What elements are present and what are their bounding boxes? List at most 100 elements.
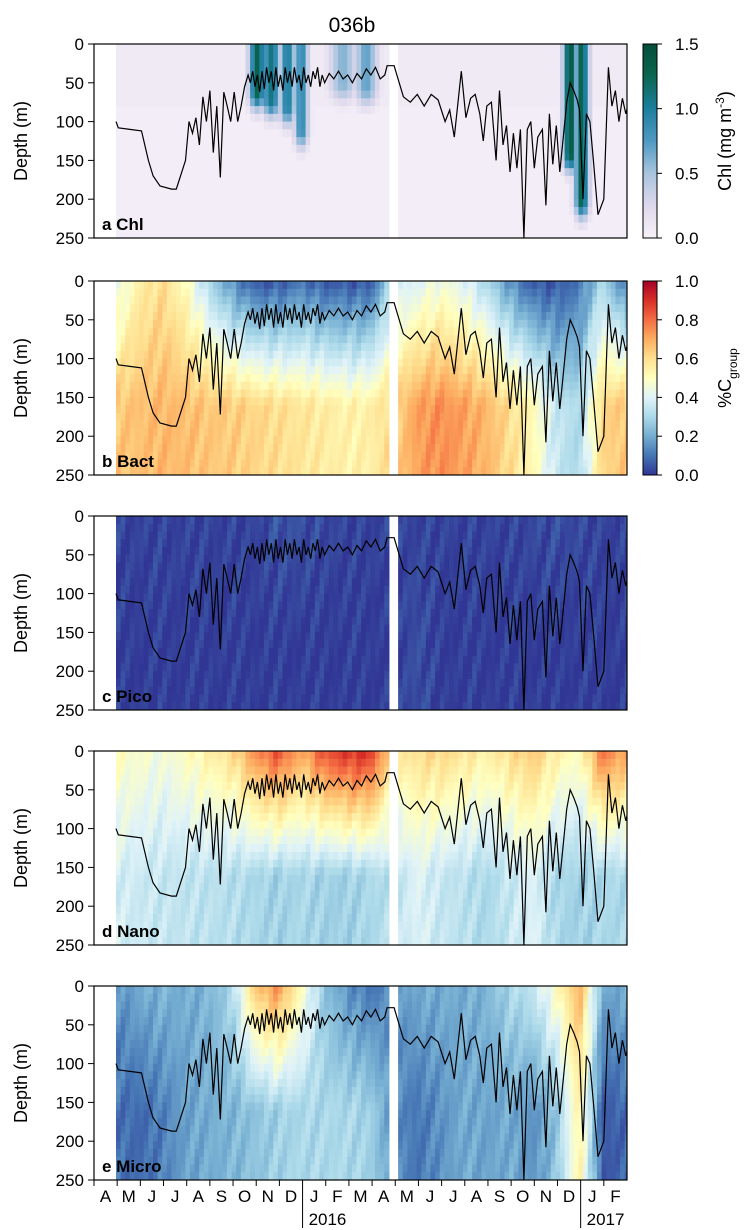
heatmap-cell	[411, 191, 418, 200]
heatmap-cell	[171, 206, 177, 216]
heatmap-cell	[300, 51, 307, 61]
heatmap-cell	[439, 358, 445, 367]
heatmap-cell	[601, 67, 607, 76]
heatmap-cell	[615, 121, 621, 130]
heatmap-cell	[592, 129, 598, 138]
heatmap-cell	[226, 206, 233, 216]
heatmap-cell	[458, 121, 464, 130]
heatmap-cell	[374, 160, 381, 169]
heatmap-cell	[319, 459, 325, 468]
heatmap-cell	[328, 296, 334, 305]
heatmap-cell	[370, 381, 376, 391]
heatmap-cell	[245, 98, 251, 107]
heatmap-cell	[610, 51, 617, 61]
heatmap-cell	[472, 405, 478, 414]
heatmap-cell	[277, 381, 284, 391]
heatmap-cell	[342, 358, 348, 367]
heatmap-cell	[153, 183, 159, 193]
heatmap-cell	[546, 44, 552, 53]
heatmap-cell	[254, 327, 260, 336]
heatmap-cell	[310, 106, 316, 115]
heatmap-cell	[213, 206, 219, 216]
heatmap-cell	[402, 366, 408, 375]
heatmap-cell	[314, 288, 321, 298]
heatmap-cell	[351, 191, 358, 200]
heatmap-cell	[157, 199, 163, 208]
heatmap-cell	[282, 175, 288, 185]
heatmap-cell	[504, 296, 510, 305]
heatmap-cell	[425, 206, 432, 216]
heatmap-cell	[324, 206, 330, 216]
heatmap-cell	[125, 296, 131, 305]
heatmap-cell	[472, 374, 478, 383]
heatmap-cell	[610, 168, 617, 177]
heatmap-cell	[347, 98, 353, 107]
heatmap-cell	[245, 459, 251, 468]
heatmap-cell	[273, 106, 279, 115]
heatmap-cell	[435, 350, 441, 360]
heatmap-cell	[573, 144, 580, 154]
heatmap-cell	[337, 214, 344, 224]
heatmap-cell	[513, 412, 519, 422]
heatmap-cell	[139, 44, 145, 53]
heatmap-cell	[116, 67, 122, 76]
heatmap-cell	[495, 319, 501, 329]
heatmap-cell	[384, 129, 390, 138]
heatmap-cell	[148, 160, 154, 169]
heatmap-cell	[333, 137, 339, 146]
heatmap-cell	[328, 420, 334, 430]
heatmap-cell	[573, 106, 580, 115]
heatmap-cell	[296, 168, 302, 177]
heatmap-cell	[240, 67, 247, 76]
heatmap-cell	[185, 436, 191, 445]
heatmap-cell	[634, 98, 639, 106]
heatmap-cell	[328, 327, 334, 336]
heatmap-cell	[319, 405, 325, 414]
heatmap-cell	[190, 405, 196, 414]
heatmap-cell	[116, 168, 122, 177]
heatmap-cell	[555, 175, 561, 185]
heatmap-cell	[425, 335, 432, 344]
heatmap-cell	[143, 281, 149, 290]
heatmap-cell	[439, 51, 445, 61]
heatmap-cell	[273, 144, 279, 154]
heatmap-cell	[337, 281, 344, 290]
heatmap-cell	[370, 459, 376, 468]
heatmap-cell	[153, 230, 159, 238]
heatmap-cell	[171, 288, 177, 298]
heatmap-cell	[333, 381, 339, 391]
heatmap-cell	[384, 350, 390, 360]
heatmap-cell	[398, 459, 404, 468]
heatmap-cell	[125, 168, 131, 177]
heatmap-cell	[180, 67, 186, 76]
heatmap-cell	[532, 59, 538, 68]
heatmap-cell	[439, 230, 445, 238]
heatmap-cell	[448, 106, 455, 115]
heatmap-cell	[453, 137, 459, 146]
heatmap-cell	[411, 160, 418, 169]
heatmap-cell	[157, 443, 163, 453]
heatmap-cell	[472, 59, 478, 68]
heatmap-cell	[513, 420, 519, 430]
heatmap-cell	[310, 296, 316, 305]
heatmap-cell	[268, 98, 274, 107]
heatmap-cell	[374, 312, 381, 321]
heatmap-cell	[495, 327, 501, 336]
heatmap-cell	[310, 59, 316, 68]
heatmap-cell	[263, 82, 270, 92]
heatmap-cell	[120, 350, 126, 360]
heatmap-cell	[513, 214, 519, 224]
heatmap-cell	[407, 90, 413, 99]
heatmap-cell	[374, 199, 381, 208]
heatmap-cell	[573, 51, 580, 61]
heatmap-cell	[240, 467, 247, 475]
heatmap-cell	[157, 405, 163, 414]
heatmap-cell	[439, 90, 445, 99]
heatmap-cell	[277, 366, 284, 375]
heatmap-cell	[481, 59, 487, 68]
heatmap-cell	[606, 75, 612, 84]
heatmap-cell	[541, 191, 547, 200]
heatmap-cell	[513, 168, 519, 177]
heatmap-cell	[171, 121, 177, 130]
heatmap-cell	[203, 222, 210, 231]
